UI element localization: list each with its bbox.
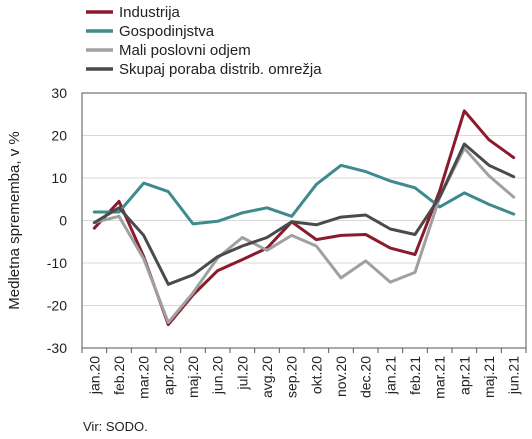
x-tick-label: dec.20: [358, 356, 374, 398]
x-tick-label: sep.20: [284, 356, 300, 398]
y-tick-label: 0: [59, 213, 67, 229]
y-tick-label: -20: [47, 298, 67, 314]
x-tick-label: okt.20: [308, 356, 324, 394]
x-tick-label: apr.21: [456, 356, 472, 395]
legend-label: Mali poslovni odjem: [119, 42, 251, 59]
y-tick-label: -10: [47, 255, 67, 271]
chart-legend: Industrija Gospodinjstva Mali poslovni odj…: [86, 4, 322, 78]
y-axis-label: Medletna sprememba, v %: [6, 131, 23, 309]
x-tick-label: mar.21: [432, 356, 448, 399]
series-line-4: [92, 142, 516, 286]
source-note: Vir: SODO.: [83, 419, 148, 434]
y-axis-tick-labels: -30 -20 -10 0 10 20 30: [47, 85, 67, 356]
y-tick-label: 20: [51, 128, 67, 144]
x-tick-label: nov.20: [333, 356, 349, 397]
legend-label: Gospodinjstva: [119, 23, 215, 40]
x-tick-label: jul.20: [234, 356, 250, 391]
x-tick-label: feb.20: [111, 356, 127, 395]
x-tick-label: maj.20: [185, 356, 201, 398]
series-line-2: [92, 163, 516, 226]
y-tick-label: 30: [51, 85, 67, 101]
x-axis-tick-labels: jan.20 feb.20 mar.20 apr.20 maj.20 jun.20 jul.…: [81, 348, 527, 399]
x-tick-label: jan.21: [382, 356, 398, 395]
legend-label: Skupaj poraba distrib. omrežja: [119, 61, 322, 78]
legend-label: Industrija: [119, 4, 181, 21]
x-tick-label: feb.21: [407, 356, 423, 395]
y-tick-label: -30: [47, 340, 67, 356]
x-tick-label: mar.20: [136, 356, 152, 399]
x-tick-label: apr.20: [160, 356, 176, 395]
x-tick-label: avg.20: [259, 356, 275, 398]
x-tick-label: jan.20: [86, 356, 102, 395]
x-tick-label: maj.21: [481, 356, 497, 398]
x-tick-label: jun.21: [506, 356, 522, 395]
x-tick-label: jun.20: [210, 356, 226, 395]
y-tick-label: 10: [51, 170, 67, 186]
series-lines: [92, 109, 516, 327]
